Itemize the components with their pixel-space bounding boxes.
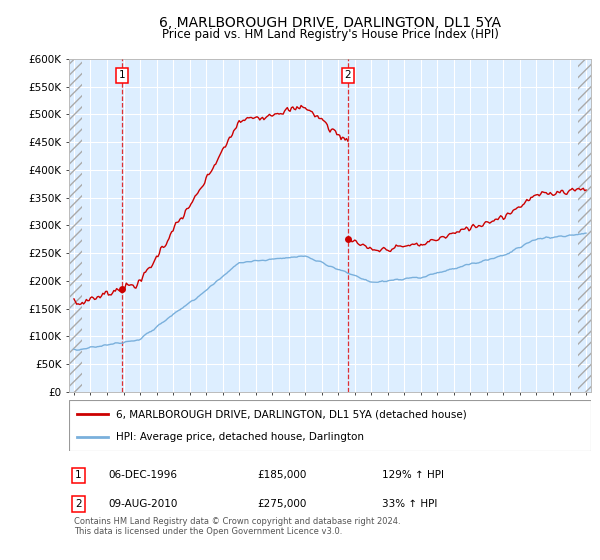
Text: 1: 1 (75, 470, 82, 480)
Text: HPI: Average price, detached house, Darlington: HPI: Average price, detached house, Darl… (116, 432, 364, 442)
Text: £275,000: £275,000 (257, 499, 306, 509)
Text: Contains HM Land Registry data © Crown copyright and database right 2024.
This d: Contains HM Land Registry data © Crown c… (74, 517, 401, 536)
Text: Price paid vs. HM Land Registry's House Price Index (HPI): Price paid vs. HM Land Registry's House … (161, 28, 499, 41)
Text: 2: 2 (75, 499, 82, 509)
Text: 33% ↑ HPI: 33% ↑ HPI (382, 499, 437, 509)
Text: 06-DEC-1996: 06-DEC-1996 (108, 470, 177, 480)
Text: 6, MARLBOROUGH DRIVE, DARLINGTON, DL1 5YA: 6, MARLBOROUGH DRIVE, DARLINGTON, DL1 5Y… (159, 16, 501, 30)
Text: 1: 1 (119, 71, 125, 81)
Text: £185,000: £185,000 (257, 470, 306, 480)
Text: 6, MARLBOROUGH DRIVE, DARLINGTON, DL1 5YA (detached house): 6, MARLBOROUGH DRIVE, DARLINGTON, DL1 5Y… (116, 409, 467, 419)
Text: 2: 2 (344, 71, 351, 81)
Text: 09-AUG-2010: 09-AUG-2010 (108, 499, 178, 509)
Text: 129% ↑ HPI: 129% ↑ HPI (382, 470, 444, 480)
FancyBboxPatch shape (69, 400, 591, 451)
